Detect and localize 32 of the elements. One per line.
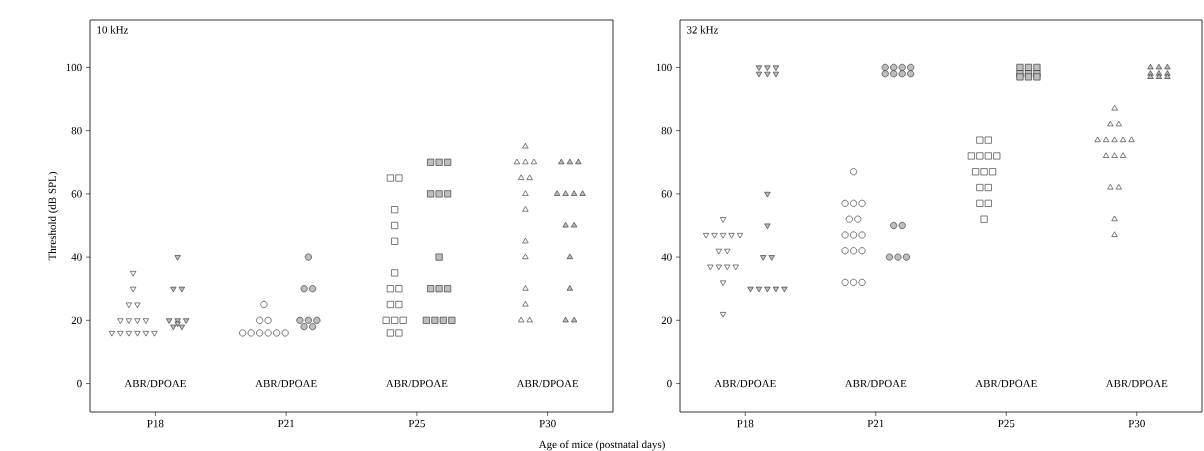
- y-tick-label: 80: [71, 126, 82, 135]
- annotation: ABR/DPOAE: [844, 379, 907, 388]
- chart-title: 32 kHz: [687, 25, 719, 34]
- y-tick-label: 20: [71, 316, 82, 325]
- x-tick-label: P18: [737, 419, 754, 428]
- y-tick-label: 40: [661, 253, 672, 261]
- y-tick-label: 60: [71, 190, 82, 198]
- y-tick-label: 0: [667, 379, 672, 388]
- x-tick-label: P21: [277, 419, 294, 428]
- y-tick-label: 100: [66, 63, 82, 72]
- x-tick-label: P30: [1128, 419, 1145, 428]
- annotation: ABR/DPOAE: [255, 379, 317, 388]
- x-tick-label: P18: [147, 419, 164, 428]
- y-tick-label: 20: [661, 316, 672, 325]
- x-tick-label: P25: [998, 419, 1015, 428]
- annotation: ABR/DPOAE: [124, 379, 186, 388]
- y-axis-title: Threshold (dB SPL): [48, 172, 59, 261]
- x-axis-title: Age of mice (postnatal days): [538, 440, 665, 451]
- y-tick-label: 100: [656, 63, 672, 72]
- x-tick-label: P30: [539, 419, 556, 428]
- x-tick-label: P25: [408, 419, 425, 428]
- chart-title: 10 kHz: [97, 25, 129, 34]
- y-tick-label: 40: [71, 253, 82, 261]
- annotation: ABR/DPOAE: [385, 379, 448, 388]
- annotation: ABR/DPOAE: [516, 379, 579, 388]
- annotation: ABR/DPOAE: [975, 379, 1037, 388]
- y-tick-label: 80: [661, 126, 672, 135]
- x-tick-label: P21: [867, 419, 884, 428]
- annotation: ABR/DPOAE: [714, 379, 776, 388]
- y-tick-label: 0: [77, 379, 82, 388]
- y-tick-label: 60: [661, 190, 672, 198]
- annotation: ABR/DPOAE: [1105, 379, 1168, 388]
